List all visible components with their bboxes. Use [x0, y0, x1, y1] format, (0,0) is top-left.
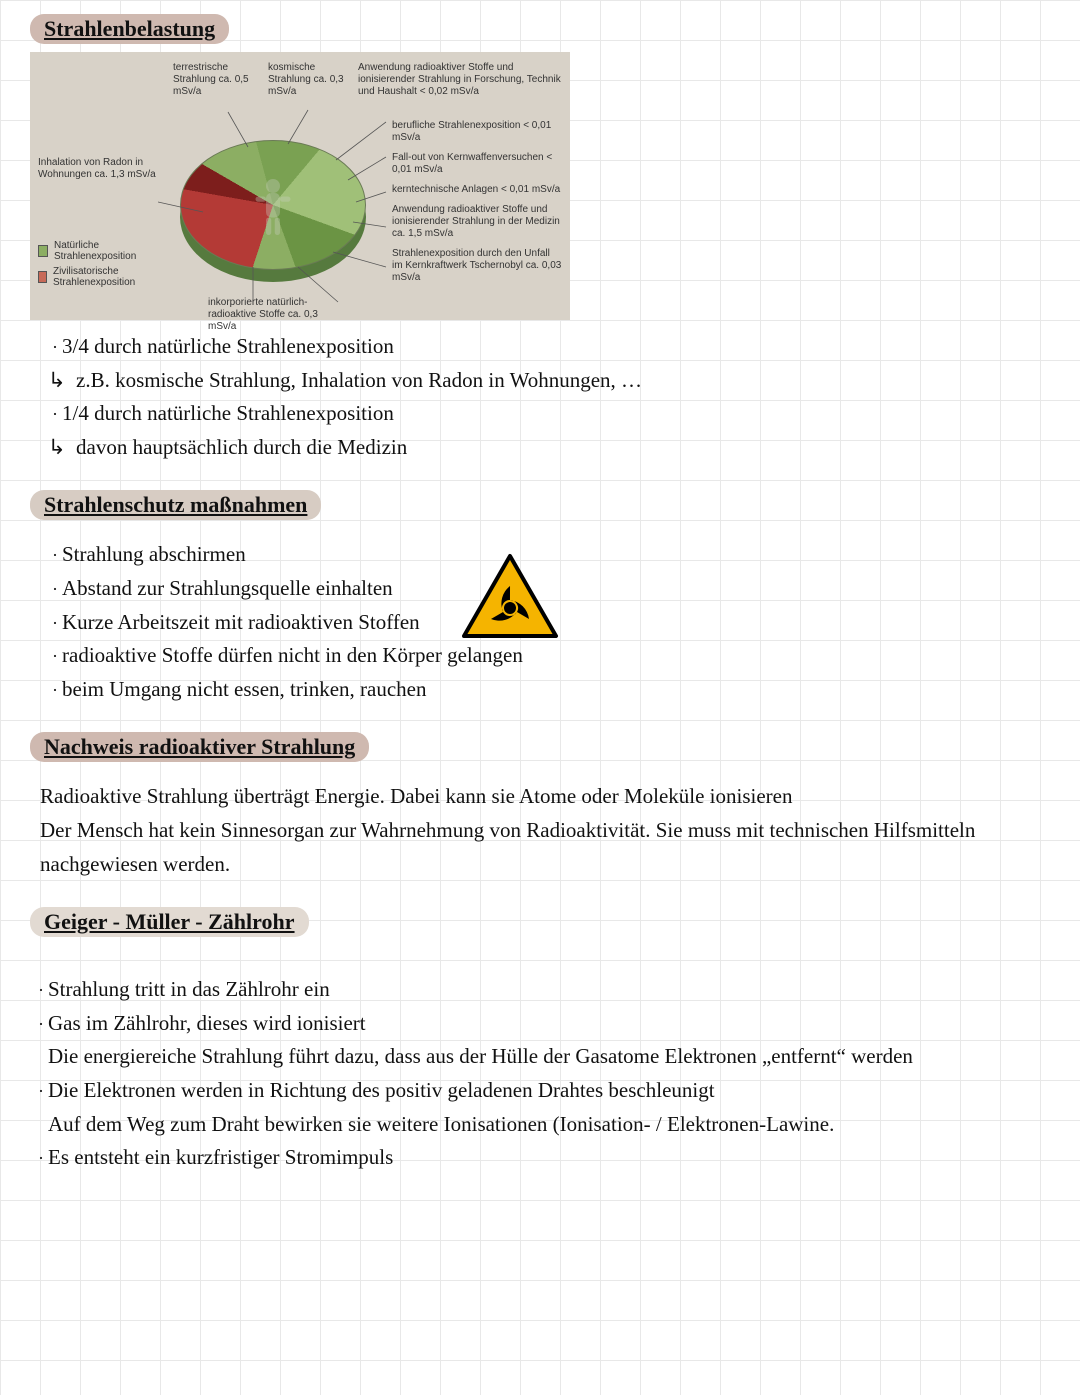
note-line: Strahlung tritt in das Zählrohr ein: [48, 973, 330, 1007]
pie-label-kosmisch: kosmische Strahlung ca. 0,3 mSv/a: [268, 62, 358, 98]
pie-chart: inkorporierte natürlich-radioaktive Stof…: [158, 102, 388, 312]
notes-strahlenbelastung: · 3/4 durch natürliche Strahlenexpositio…: [48, 330, 1060, 464]
paragraph-line: Der Mensch hat kein Sinnesorgan zur Wahr…: [40, 814, 1060, 881]
pie-label-medizin: Anwendung radioaktiver Stoffe und ionisi…: [392, 204, 562, 240]
note-line: 1/4 durch natürliche Strahlenexposition: [62, 397, 394, 431]
bullet-icon: ·: [34, 1144, 48, 1173]
note-line: beim Umgang nicht essen, trinken, rauche…: [62, 673, 426, 707]
textbook-pie-figure: terrestrische Strahlung ca. 0,5 mSv/a ko…: [30, 52, 570, 320]
note-line: Gas im Zählrohr, dieses wird ionisiert: [48, 1007, 366, 1041]
arrow-icon: ↳: [48, 431, 76, 465]
legend-civil-label: Zivilisatorische Strahlenexposition: [53, 266, 158, 288]
bullet-icon: ·: [34, 1010, 48, 1039]
bullet-icon: ·: [48, 642, 62, 671]
pie-label-fallout: Fall-out von Kernwaffenversuchen < 0,01 …: [392, 152, 562, 176]
bullet-icon: ·: [48, 541, 62, 570]
legend-natural-label: Natürliche Strahlenexposition: [54, 240, 158, 262]
legend-swatch-natural: [38, 245, 48, 257]
note-line: Strahlung abschirmen: [62, 538, 246, 572]
note-line: Es entsteht ein kurzfristiger Stromimpul…: [48, 1141, 393, 1175]
heading-strahlenbelastung: Strahlenbelastung: [30, 14, 229, 44]
pie-label-beruflich: berufliche Strahlenexposition < 0,01 mSv…: [392, 120, 562, 144]
note-line: davon hauptsächlich durch die Medizin: [76, 431, 407, 465]
pie-label-forschung: Anwendung radioaktiver Stoffe und ionisi…: [358, 62, 562, 98]
bullet-icon: ·: [48, 609, 62, 638]
note-line: Abstand zur Strahlungsquelle einhalten: [62, 572, 393, 606]
legend-civil: Zivilisatorische Strahlenexposition: [38, 266, 158, 288]
human-silhouette-icon: [238, 172, 308, 242]
heading-strahlenschutz: Strahlenschutz maßnahmen: [30, 490, 321, 520]
pie-label-tschernobyl: Strahlenexposition durch den Unfall im K…: [392, 248, 562, 284]
pie-label-kerntechnisch: kerntechnische Anlagen < 0,01 mSv/a: [392, 184, 562, 196]
arrow-icon: ↳: [48, 364, 76, 398]
note-line: Die Elektronen werden in Richtung des po…: [48, 1074, 715, 1108]
pie-label-inkorporiert: inkorporierte natürlich-radioaktive Stof…: [208, 297, 348, 333]
bullet-icon: ·: [48, 676, 62, 705]
radiation-warning-icon: [460, 552, 560, 642]
bullet-icon: ·: [34, 976, 48, 1005]
note-line: Auf dem Weg zum Draht bewirken sie weite…: [48, 1108, 834, 1142]
legend-natural: Natürliche Strahlenexposition: [38, 240, 158, 262]
heading-geiger-mueller: Geiger - Müller - Zählrohr: [30, 907, 309, 937]
bullet-icon: ·: [48, 575, 62, 604]
note-line: radioaktive Stoffe dürfen nicht in den K…: [62, 639, 523, 673]
bullet-icon: ·: [34, 1077, 48, 1106]
notes-nachweis: Radioaktive Strahlung überträgt Energie.…: [40, 780, 1060, 881]
notes-geiger: · Strahlung tritt in das Zählrohr ein · …: [34, 973, 1060, 1175]
note-line: Kurze Arbeitszeit mit radioaktiven Stoff…: [62, 606, 420, 640]
legend-swatch-civil: [38, 271, 47, 283]
note-line: 3/4 durch natürliche Strahlenexposition: [62, 330, 394, 364]
note-line: z.B. kosmische Strahlung, Inhalation von…: [76, 364, 642, 398]
pie-label-terrestrisch: terrestrische Strahlung ca. 0,5 mSv/a: [173, 62, 268, 98]
note-line: Die energiereiche Strahlung führt dazu, …: [48, 1040, 913, 1074]
bullet-icon: ·: [48, 333, 62, 362]
bullet-icon: ·: [48, 400, 62, 429]
paragraph-line: Radioaktive Strahlung überträgt Energie.…: [40, 780, 1060, 814]
pie-label-radon: Inhalation von Radon in Wohnungen ca. 1,…: [38, 157, 158, 181]
heading-nachweis: Nachweis radioaktiver Strahlung: [30, 732, 369, 762]
